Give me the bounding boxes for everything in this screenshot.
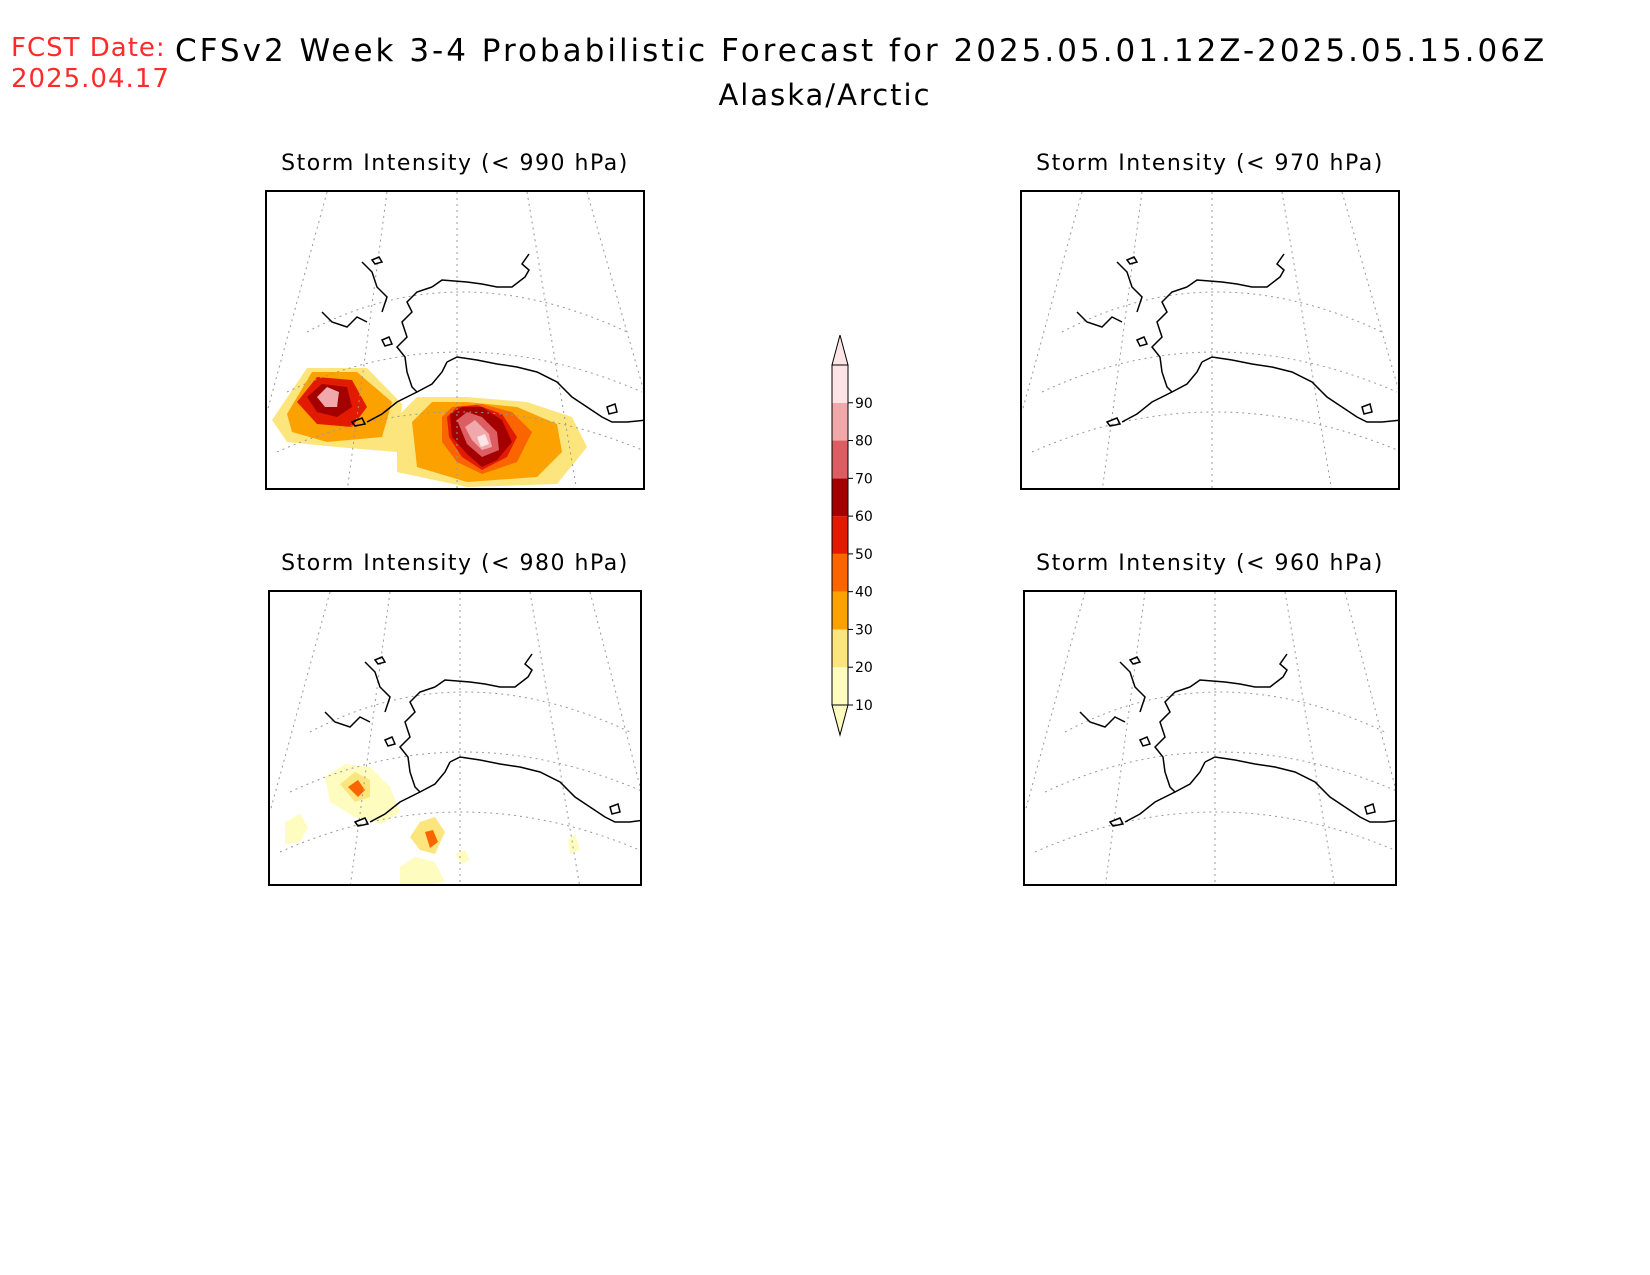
map-960 [1025,592,1395,884]
fcst-date-value: 2025.04.17 [11,64,170,94]
colorbar-swatch [832,667,848,705]
panel-title-990: Storm Intensity (< 990 hPa) [281,151,629,176]
map-panel-970 [1020,190,1400,490]
colorbar-label: 40 [855,585,873,601]
colorbar-label: 20 [855,660,873,676]
map-panel-990 [265,190,645,490]
colorbar-label: 70 [855,471,873,487]
panel-title-980: Storm Intensity (< 980 hPa) [281,551,629,576]
colorbar-label: 30 [855,622,873,638]
colorbar-swatch [832,591,848,630]
main-title: CFSv2 Week 3-4 Probabilistic Forecast fo… [175,33,1548,69]
panel-title-960: Storm Intensity (< 960 hPa) [1036,551,1384,576]
graticule-970 [1022,192,1398,488]
map-970 [1022,192,1398,488]
colorbar-frame [831,364,849,706]
coastline-970 [1076,253,1398,427]
colorbar-swatch [832,440,848,479]
colorbar-label: 80 [855,434,873,450]
fcst-date-label: FCST Date: [11,33,166,63]
colorbar-swatch [832,365,848,403]
colorbar-cap-top [831,333,849,366]
colorbar-label: 10 [855,698,873,714]
region-title: Alaska/Arctic [718,78,932,112]
colorbar-label: 50 [855,547,873,563]
panel-title-970: Storm Intensity (< 970 hPa) [1036,151,1384,176]
colorbar: 10 20 30 40 50 60 70 80 90 [820,333,900,740]
colorbar-swatch [832,402,848,441]
colorbar-svg: 10 20 30 40 50 60 70 80 90 [831,333,873,737]
colorbar-swatch [832,516,848,554]
colorbar-label: 60 [855,509,873,525]
colorbar-swatch [832,478,848,517]
colorbar-cap-bottom [831,704,849,737]
graticule-980 [270,592,640,884]
coastline-960 [1079,653,1395,827]
colorbar-label: 90 [855,396,873,412]
map-panel-980 [268,590,642,886]
graticule-960 [1025,592,1395,884]
colorbar-swatch [832,629,848,668]
coastline-980 [324,653,640,827]
map-990 [267,192,643,488]
coastline-990 [321,253,643,427]
shading-990 [272,368,587,487]
map-panel-960 [1023,590,1397,886]
shading-980 [285,764,580,884]
colorbar-swatch [832,553,848,592]
graticule-990 [267,192,643,488]
map-980 [270,592,640,884]
